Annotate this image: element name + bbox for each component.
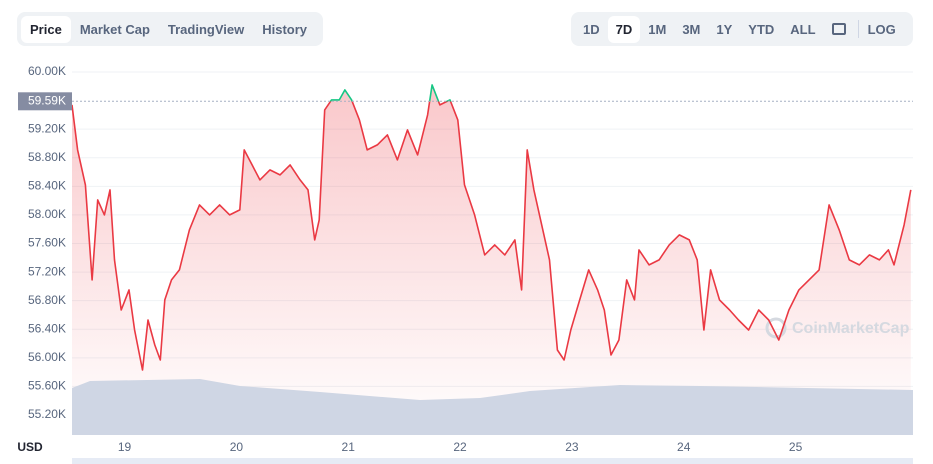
tab[interactable]: Market Cap <box>79 21 150 37</box>
reference-label: 59.59K <box>28 93 66 107</box>
range-button[interactable]: 3M <box>682 21 701 37</box>
range-button[interactable]: 1M <box>648 21 667 37</box>
tab[interactable]: TradingView <box>167 21 245 37</box>
price-area <box>72 84 911 436</box>
y-tick-label: 60.00K <box>28 64 66 78</box>
y-tick-label: 57.20K <box>28 264 66 278</box>
range-button[interactable]: 1D <box>583 21 600 37</box>
y-tick-label: 57.60K <box>28 236 66 250</box>
reference-box <box>18 92 72 111</box>
range-selector: 1D 7D 1M 3M 1Y YTD ALL LOG <box>571 12 913 46</box>
x-tick-label: 20 <box>230 440 244 454</box>
tab[interactable]: Price <box>21 15 71 43</box>
volume-area <box>72 379 913 435</box>
range-button[interactable]: YTD <box>748 21 775 37</box>
watermark: CoinMarketCap <box>792 320 910 337</box>
x-tick-label: 22 <box>453 440 467 454</box>
y-tick-label: 58.00K <box>28 207 66 221</box>
y-tick-label: 59.20K <box>28 121 66 135</box>
y-tick-label: 55.60K <box>28 379 66 393</box>
x-tick-label: 21 <box>342 440 356 454</box>
divider <box>857 20 859 38</box>
x-tick-label: 25 <box>789 440 803 454</box>
range-button[interactable]: ALL <box>790 21 816 37</box>
price-line <box>71 84 912 371</box>
currency-label: USD <box>17 440 43 454</box>
navigator <box>72 458 913 464</box>
range-button[interactable]: 1Y <box>716 21 733 37</box>
tab[interactable]: History <box>262 21 308 37</box>
y-tick-label: 58.80K <box>28 150 66 164</box>
x-tick-label: 23 <box>565 440 579 454</box>
y-tick-label: 55.20K <box>28 407 66 421</box>
watermark-logo <box>765 317 787 339</box>
log-button[interactable]: LOG <box>867 21 896 37</box>
y-tick-label: 58.40K <box>28 179 66 193</box>
y-tick-label: 56.80K <box>28 293 66 307</box>
chart-tabs: Price Market Cap TradingView History <box>17 12 323 46</box>
x-tick-label: 19 <box>118 440 132 454</box>
y-tick-label: 56.00K <box>28 350 66 364</box>
calendar-button[interactable] <box>831 23 846 35</box>
y-tick-label: 56.40K <box>28 321 66 335</box>
range-button[interactable]: 7D <box>607 15 641 43</box>
x-tick-label: 24 <box>677 440 691 454</box>
